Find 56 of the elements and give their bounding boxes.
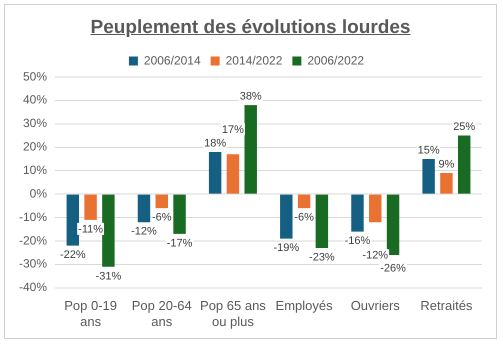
y-tick-label: -20% [19, 233, 48, 248]
data-label: -23% [309, 252, 335, 264]
y-tick-label: -10% [19, 210, 48, 224]
data-label: 9% [438, 158, 455, 171]
data-label: 18% [204, 137, 226, 150]
bar [173, 194, 186, 234]
bar [102, 194, 115, 267]
bar [226, 154, 240, 194]
data-label: -12% [362, 250, 388, 262]
data-label: 38% [240, 90, 262, 103]
y-tick-label: -40% [19, 280, 48, 294]
chart-title: Peuplement des évolutions lourdes [90, 17, 412, 39]
data-label: -11% [78, 223, 104, 236]
bar [386, 194, 400, 256]
bar [208, 152, 222, 194]
data-label: -19% [273, 242, 300, 254]
bar [440, 173, 453, 194]
y-tick-label: 0% [30, 186, 48, 200]
legend-label: 2014/2022 [226, 53, 283, 68]
bar [369, 194, 382, 222]
legend-label: 2006/2014 [144, 53, 201, 68]
y-tick-label: 20% [22, 140, 48, 154]
data-label: -22% [60, 249, 86, 262]
x-tick-label: Ouvriers [350, 298, 400, 314]
x-tick-label: Employés [276, 298, 334, 314]
bar [138, 194, 150, 222]
x-tick-label: Pop 65 ans ou plus [200, 298, 266, 329]
y-tick-label: 40% [22, 92, 48, 107]
bar [351, 194, 364, 232]
y-tick-label: -30% [19, 256, 48, 271]
data-label: -26% [380, 262, 406, 275]
data-label: -17% [166, 237, 193, 250]
y-tick-label: 30% [22, 116, 48, 130]
data-label: -31% [96, 270, 122, 282]
data-label: -12% [131, 226, 158, 238]
x-tick-label: Retraités [420, 298, 473, 314]
data-label: -6% [294, 212, 314, 224]
bar [156, 194, 168, 208]
bar [458, 136, 470, 194]
x-tick-label: Pop 20-64 ans [132, 298, 192, 329]
data-label: -16% [344, 235, 371, 248]
bar [280, 194, 293, 239]
bar [422, 158, 435, 194]
bar [316, 194, 328, 248]
data-label: -6% [152, 212, 172, 224]
bar [84, 194, 97, 220]
legend-label: 2006/2022 [307, 53, 364, 68]
y-tick-label: 10% [22, 163, 48, 177]
y-tick-label: 50% [22, 69, 48, 84]
x-tick-label: Pop 0-19 ans [64, 298, 117, 329]
bar [298, 194, 310, 208]
bar [244, 105, 257, 194]
data-label: 25% [453, 121, 476, 134]
data-label: 17% [222, 124, 244, 136]
data-label: 15% [418, 144, 440, 157]
bar [66, 194, 80, 246]
